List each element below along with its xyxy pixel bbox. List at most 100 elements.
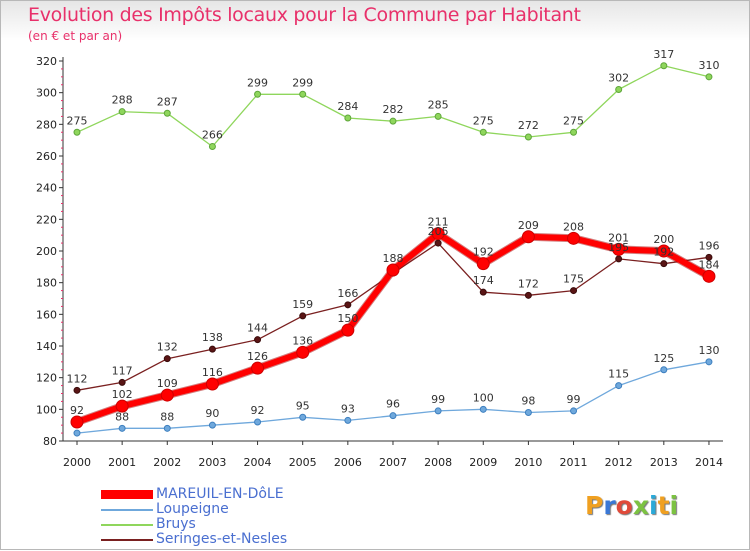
series-point-loupeigne (118, 424, 126, 432)
series-point-bruys (344, 114, 352, 122)
data-label-bruys: 288 (112, 94, 133, 107)
data-label-bruys: 310 (698, 59, 719, 72)
logo-letter: o (615, 491, 633, 520)
series-point-bruys (705, 73, 713, 81)
legend-swatch-seringes-et-nesles (101, 538, 153, 541)
series-point-bruys (163, 109, 171, 117)
series-point-seringes-et-nesles (118, 378, 126, 386)
data-label-mareuil-en-dole: 184 (698, 258, 719, 271)
series-point-seringes-et-nesles (660, 260, 668, 268)
y-tick-label: 240 (36, 182, 57, 195)
legend-swatch-bruys (101, 523, 153, 526)
y-tick-label: 140 (36, 340, 57, 353)
data-label-bruys: 275 (473, 114, 494, 127)
legend-swatch-mareuil-en-dole (101, 490, 153, 499)
data-label-seringes-et-nesles: 192 (653, 246, 674, 259)
series-point-bruys (660, 62, 668, 70)
data-label-mareuil-en-dole: 102 (112, 388, 133, 401)
x-tick-label: 2006 (334, 456, 362, 469)
y-tick-label: 300 (36, 87, 57, 100)
data-label-mareuil-en-dole: 136 (292, 334, 313, 347)
data-label-loupeigne: 99 (431, 393, 445, 406)
series-point-bruys (73, 128, 81, 136)
proxiti-logo: Proxiti (585, 491, 678, 520)
y-tick-label: 80 (43, 435, 57, 448)
series-point-mareuil-en-dole (476, 257, 490, 271)
series-point-loupeigne (299, 413, 307, 421)
series-point-seringes-et-nesles (254, 336, 262, 344)
x-tick-label: 2001 (108, 456, 136, 469)
data-label-mareuil-en-dole: 209 (518, 219, 539, 232)
chart-title: Evolution des Impôts locaux pour la Comm… (28, 4, 581, 26)
data-label-mareuil-en-dole: 192 (473, 246, 494, 259)
series-point-mareuil-en-dole (251, 361, 265, 375)
series-point-seringes-et-nesles (615, 255, 623, 263)
data-label-seringes-et-nesles: 144 (247, 322, 268, 335)
data-label-seringes-et-nesles: 188 (382, 252, 403, 265)
data-label-bruys: 299 (247, 76, 268, 89)
data-label-mareuil-en-dole: 116 (202, 366, 223, 379)
data-label-seringes-et-nesles: 117 (112, 364, 133, 377)
data-label-mareuil-en-dole: 150 (337, 312, 358, 325)
series-point-mareuil-en-dole (702, 269, 716, 283)
series-point-seringes-et-nesles (479, 288, 487, 296)
logo-letter: P (585, 491, 604, 520)
data-label-bruys: 266 (202, 129, 223, 142)
series-point-bruys (389, 117, 397, 125)
data-label-mareuil-en-dole: 211 (428, 216, 449, 229)
data-label-loupeigne: 92 (251, 404, 265, 417)
x-tick-label: 2014 (695, 456, 723, 469)
legend-swatch-loupeigne (101, 508, 153, 511)
series-point-mareuil-en-dole (115, 399, 129, 413)
series-point-seringes-et-nesles (570, 287, 578, 295)
legend-label-loupeigne: Loupeigne (156, 501, 229, 517)
series-point-mareuil-en-dole (386, 263, 400, 277)
series-point-loupeigne (208, 421, 216, 429)
legend-label-bruys: Bruys (156, 516, 196, 532)
y-tick-label: 260 (36, 150, 57, 163)
series-point-bruys (479, 128, 487, 136)
series-point-loupeigne (570, 407, 578, 415)
series-point-bruys (254, 90, 262, 98)
data-label-loupeigne: 100 (473, 391, 494, 404)
series-point-mareuil-en-dole (521, 230, 535, 244)
series-point-seringes-et-nesles (434, 239, 442, 247)
series-point-loupeigne (615, 382, 623, 390)
x-tick-label: 2009 (469, 456, 497, 469)
data-label-bruys: 282 (382, 103, 403, 116)
y-tick-label: 220 (36, 213, 57, 226)
series-point-seringes-et-nesles (208, 345, 216, 353)
series-point-bruys (434, 112, 442, 120)
data-label-bruys: 284 (337, 100, 358, 113)
series-point-mareuil-en-dole (431, 227, 445, 241)
y-tick-label: 200 (36, 245, 57, 258)
series-point-loupeigne (254, 418, 262, 426)
y-tick-label: 120 (36, 372, 57, 385)
y-tick-label: 180 (36, 277, 57, 290)
data-label-loupeigne: 99 (567, 393, 581, 406)
y-tick-label: 280 (36, 118, 57, 131)
logo-letter: t (657, 491, 670, 520)
data-label-seringes-et-nesles: 159 (292, 298, 313, 311)
y-tick-label: 100 (36, 403, 57, 416)
data-label-loupeigne: 115 (608, 368, 629, 381)
y-tick-label: 320 (36, 55, 57, 68)
x-tick-label: 2011 (560, 456, 588, 469)
series-point-loupeigne (434, 407, 442, 415)
logo-letter: i (669, 491, 679, 520)
data-label-mareuil-en-dole: 126 (247, 350, 268, 363)
data-label-loupeigne: 93 (341, 402, 355, 415)
series-point-seringes-et-nesles (344, 301, 352, 309)
x-tick-label: 2000 (63, 456, 91, 469)
series-point-seringes-et-nesles (73, 386, 81, 394)
data-label-seringes-et-nesles: 172 (518, 277, 539, 290)
series-point-loupeigne (705, 358, 713, 366)
series-point-mareuil-en-dole (205, 377, 219, 391)
data-label-seringes-et-nesles: 112 (67, 372, 88, 385)
data-label-bruys: 275 (563, 114, 584, 127)
x-tick-label: 2007 (379, 456, 407, 469)
data-label-loupeigne: 96 (386, 398, 400, 411)
series-point-loupeigne (660, 366, 668, 374)
data-label-loupeigne: 125 (653, 352, 674, 365)
